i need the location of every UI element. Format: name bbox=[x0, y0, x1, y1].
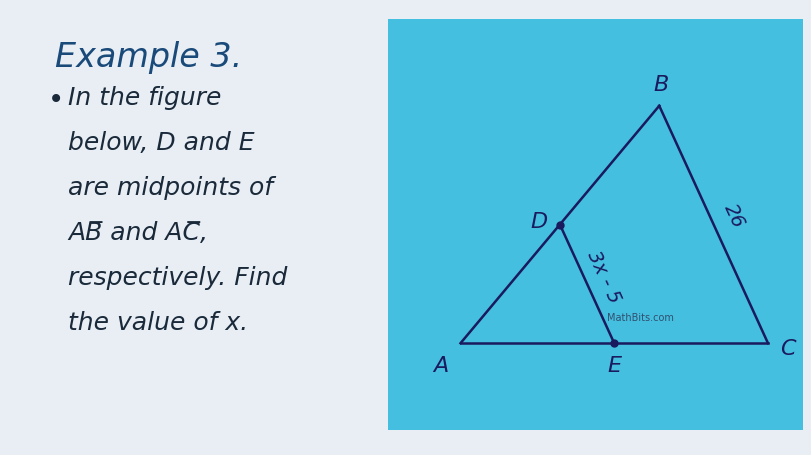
Text: MathBits.com: MathBits.com bbox=[607, 313, 674, 323]
Text: In the figure: In the figure bbox=[68, 86, 221, 110]
Text: E: E bbox=[607, 355, 621, 375]
Text: B: B bbox=[654, 75, 669, 95]
Text: respectively. Find: respectively. Find bbox=[68, 265, 287, 289]
Text: below, D and E: below, D and E bbox=[68, 131, 255, 155]
Text: are midpoints of: are midpoints of bbox=[68, 176, 273, 200]
Text: AB̅ and AC̅,: AB̅ and AC̅, bbox=[68, 221, 208, 244]
Text: 3x - 5: 3x - 5 bbox=[583, 248, 624, 306]
Text: A: A bbox=[433, 355, 448, 375]
Text: the value of x.: the value of x. bbox=[68, 310, 248, 334]
Text: 26: 26 bbox=[720, 201, 748, 231]
Text: D: D bbox=[530, 211, 548, 231]
Text: C: C bbox=[780, 339, 796, 359]
Text: Example 3.: Example 3. bbox=[55, 41, 242, 74]
Text: •: • bbox=[48, 86, 64, 114]
Bar bbox=[388, 20, 803, 430]
